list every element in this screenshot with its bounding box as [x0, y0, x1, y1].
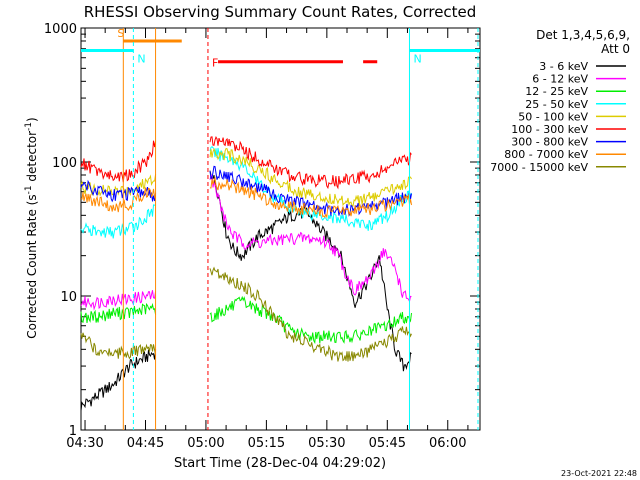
legend-entry-label: 300 - 800 keV: [511, 136, 588, 149]
y-tick-label: 1000: [44, 22, 77, 37]
series-line: [80, 266, 412, 362]
x-tick-label: 04:30: [66, 436, 103, 451]
x-tick-label: 05:00: [187, 436, 224, 451]
legend-entry-label: 50 - 100 keV: [518, 110, 588, 123]
series-line: [80, 295, 412, 345]
y-tick-label: 1: [69, 424, 77, 439]
legend-entry-label: 12 - 25 keV: [525, 85, 588, 98]
legend-header-line1: Det 1,3,4,5,6,9,: [536, 28, 630, 42]
legend-entry-label: 25 - 50 keV: [525, 98, 588, 111]
legend-header-line2: Att 0: [601, 42, 630, 56]
y-axis-label: Corrected Count Rate (s-1 detector-1): [24, 117, 39, 338]
x-tick-label: 04:45: [127, 436, 164, 451]
legend-entry-label: 6 - 12 keV: [532, 73, 588, 86]
legend-entry-label: 7000 - 15000 keV: [490, 161, 588, 174]
marker-label: N: [137, 52, 145, 65]
footer-timestamp: 23-Oct-2021 22:48: [561, 469, 637, 478]
legend-entry-label: 800 - 7000 keV: [504, 148, 588, 161]
y-tick-label: 10: [60, 290, 77, 305]
x-axis-label: Start Time (28-Dec-04 04:29:02): [174, 456, 386, 471]
x-tick-label: 06:00: [429, 436, 466, 451]
plot-area: [80, 27, 481, 431]
series-line: [80, 176, 412, 219]
x-tick-label: 05:45: [369, 436, 406, 451]
legend-entry-label: 100 - 300 keV: [511, 123, 588, 136]
series-line: [80, 147, 412, 207]
marker-label: S: [117, 27, 124, 40]
marker-label: F: [212, 57, 218, 70]
series-line: [80, 165, 412, 217]
series-line: [80, 146, 412, 239]
legend-entry-label: 3 - 6 keV: [539, 60, 588, 73]
plot-frame: [80, 27, 481, 431]
series-line: [80, 136, 412, 190]
x-tick-label: 05:15: [248, 436, 285, 451]
series-line: [80, 174, 412, 311]
chart-title: RHESSI Observing Summary Count Rates, Co…: [84, 3, 477, 21]
y-tick-label: 100: [52, 156, 77, 171]
marker-label: N: [413, 52, 421, 65]
x-tick-label: 05:30: [308, 436, 345, 451]
